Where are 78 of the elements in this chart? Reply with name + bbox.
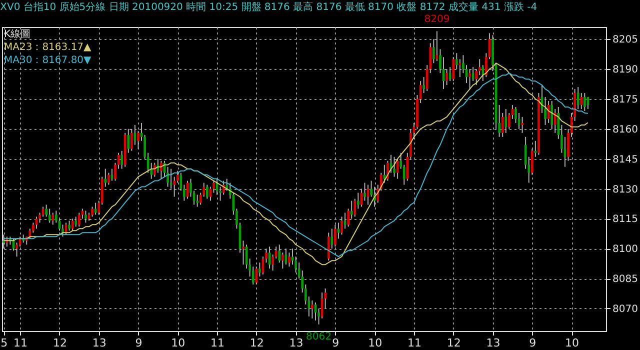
x-tick-label: 5 [0, 336, 8, 350]
y-tick-label: 8175 [612, 94, 638, 106]
candlestick [576, 86, 580, 110]
x-tick-label: 12 [250, 336, 264, 350]
candlestick [580, 92, 583, 110]
candlestick [334, 224, 336, 248]
annotation: 8209 [424, 14, 450, 26]
candlestick [350, 200, 353, 220]
x-tick-label: 10 [368, 336, 382, 350]
candlestick [108, 172, 110, 186]
legend-title: K線圖 [4, 29, 31, 40]
candlestick [68, 220, 70, 232]
chart-title: XV0 台指10 原始5分線 日期 20100920 時間 10:25 開盤 8176 最高 8176 最低 8170 收盤 8172 成交量 431 漲跌 -4 [0, 1, 538, 14]
y-tick-label: 8085 [612, 274, 638, 286]
candlestick [356, 192, 360, 210]
candlestick [52, 212, 54, 226]
x-tick-label: 13 [289, 336, 304, 350]
candlestick [71, 218, 74, 232]
candlestick [327, 232, 330, 262]
x-tick-label: 11 [210, 336, 225, 350]
x-tick-label: 9 [529, 336, 536, 350]
candlestick [78, 212, 80, 228]
candlestick [468, 68, 471, 90]
candlestick [452, 56, 455, 82]
candlestick [550, 100, 554, 130]
candlestick [84, 210, 87, 224]
candlestick [340, 216, 343, 236]
candlestick [153, 162, 156, 178]
y-tick-label: 8100 [612, 244, 638, 256]
y-tick-label: 8070 [612, 304, 638, 315]
x-tick-label: 11 [14, 336, 28, 350]
candlestick [446, 68, 448, 86]
candlestick [130, 128, 133, 152]
x-tick-label: 13 [92, 336, 106, 350]
x-tick-label: 13 [486, 336, 500, 350]
x-tick-label: 12 [52, 336, 67, 350]
x-tick-label: 10 [171, 336, 186, 350]
candlestick [160, 160, 162, 180]
candlestick [330, 228, 334, 250]
candlestick [120, 150, 123, 170]
candlestick [104, 168, 107, 188]
annotation: 8062 [306, 331, 332, 342]
candlestick [458, 58, 462, 78]
candlestick [242, 240, 244, 266]
candlestick [422, 76, 425, 94]
x-tick-label: 10 [565, 336, 580, 350]
candlestick [91, 206, 94, 218]
candlestick [74, 216, 78, 228]
candlestick [196, 194, 198, 208]
candlestick [258, 262, 261, 278]
candlestick [448, 66, 452, 82]
y-tick-label: 8145 [612, 154, 638, 166]
candlestick [583, 92, 586, 112]
candlestick [281, 252, 284, 270]
candlestick [206, 184, 208, 200]
x-tick-label: 9 [332, 336, 340, 350]
candlestick [383, 164, 386, 184]
y-tick-label: 8190 [612, 64, 638, 76]
text: MA23：8163.17▲ [4, 42, 92, 53]
x-tick-label: 11 [407, 336, 422, 350]
candlestick [554, 108, 556, 134]
candlestick [534, 140, 537, 158]
y-tick-label: 8205 [612, 34, 638, 46]
text: MA30：8167.80▼ [4, 55, 92, 66]
y-tick-label: 8130 [612, 184, 638, 196]
candlestick [48, 208, 51, 224]
candlestick [393, 156, 396, 178]
x-tick-label: 12 [446, 336, 461, 350]
candlestick [288, 252, 290, 268]
y-tick-label: 8160 [612, 124, 638, 136]
candlestick [127, 128, 130, 154]
candlestick [504, 108, 508, 134]
candlestick [311, 300, 314, 319]
x-tick-label: 9 [135, 336, 142, 350]
candlestick [364, 182, 366, 202]
candlestick [521, 116, 524, 134]
y-tick-label: 8115 [612, 214, 638, 226]
candlestick [255, 266, 258, 286]
